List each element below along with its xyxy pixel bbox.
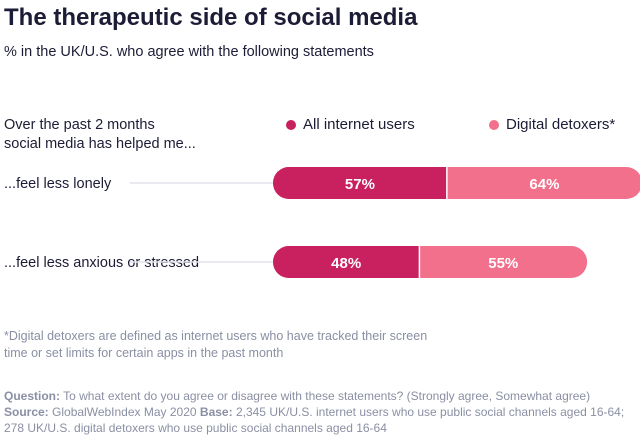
value-label-all-users-anxious: 48% (331, 255, 361, 272)
value-label-detoxers-anxious: 55% (488, 255, 518, 272)
category-label-lonely: ...feel less lonely (4, 176, 112, 192)
source-text: GlobalWebIndex May 2020 (52, 405, 197, 419)
legend-swatch-all-users (286, 119, 296, 130)
base-label: Base: (199, 405, 233, 419)
question-text: To what extent do you agree or disagree … (63, 389, 591, 403)
legend-item-detoxers: Digital detoxers* (489, 116, 615, 133)
footnote: *Digital detoxers are defined as interne… (4, 329, 428, 360)
value-label-all-users-lonely: 57% (345, 176, 375, 193)
intro-line-2: social media has helped me... (4, 136, 196, 152)
legend-label-detoxers: Digital detoxers* (506, 116, 616, 133)
source-block: Question: To what extent do you agree or… (4, 388, 640, 436)
bar-all-users-lonely (273, 167, 447, 199)
bar-all-users-anxious (273, 246, 420, 278)
legend-item-all-users: All internet users (286, 116, 415, 133)
intro-line-1: Over the past 2 months (4, 117, 155, 133)
source-label: Source: (4, 405, 49, 419)
intro-text: Over the past 2 months social media has … (4, 116, 264, 154)
base-text: 2,345 UK/U.S. internet users who use pub… (4, 405, 625, 435)
legend-swatch-detoxers (489, 119, 499, 130)
question-label: Question: (4, 389, 60, 403)
value-label-detoxers-lonely: 64% (529, 176, 559, 193)
chart-title: The therapeutic side of social media (4, 4, 418, 31)
legend-label-all-users: All internet users (303, 116, 415, 133)
category-label-anxious: ...feel less anxious or stressed (4, 255, 199, 271)
chart-subtitle: % in the UK/U.S. who agree with the foll… (4, 44, 374, 60)
